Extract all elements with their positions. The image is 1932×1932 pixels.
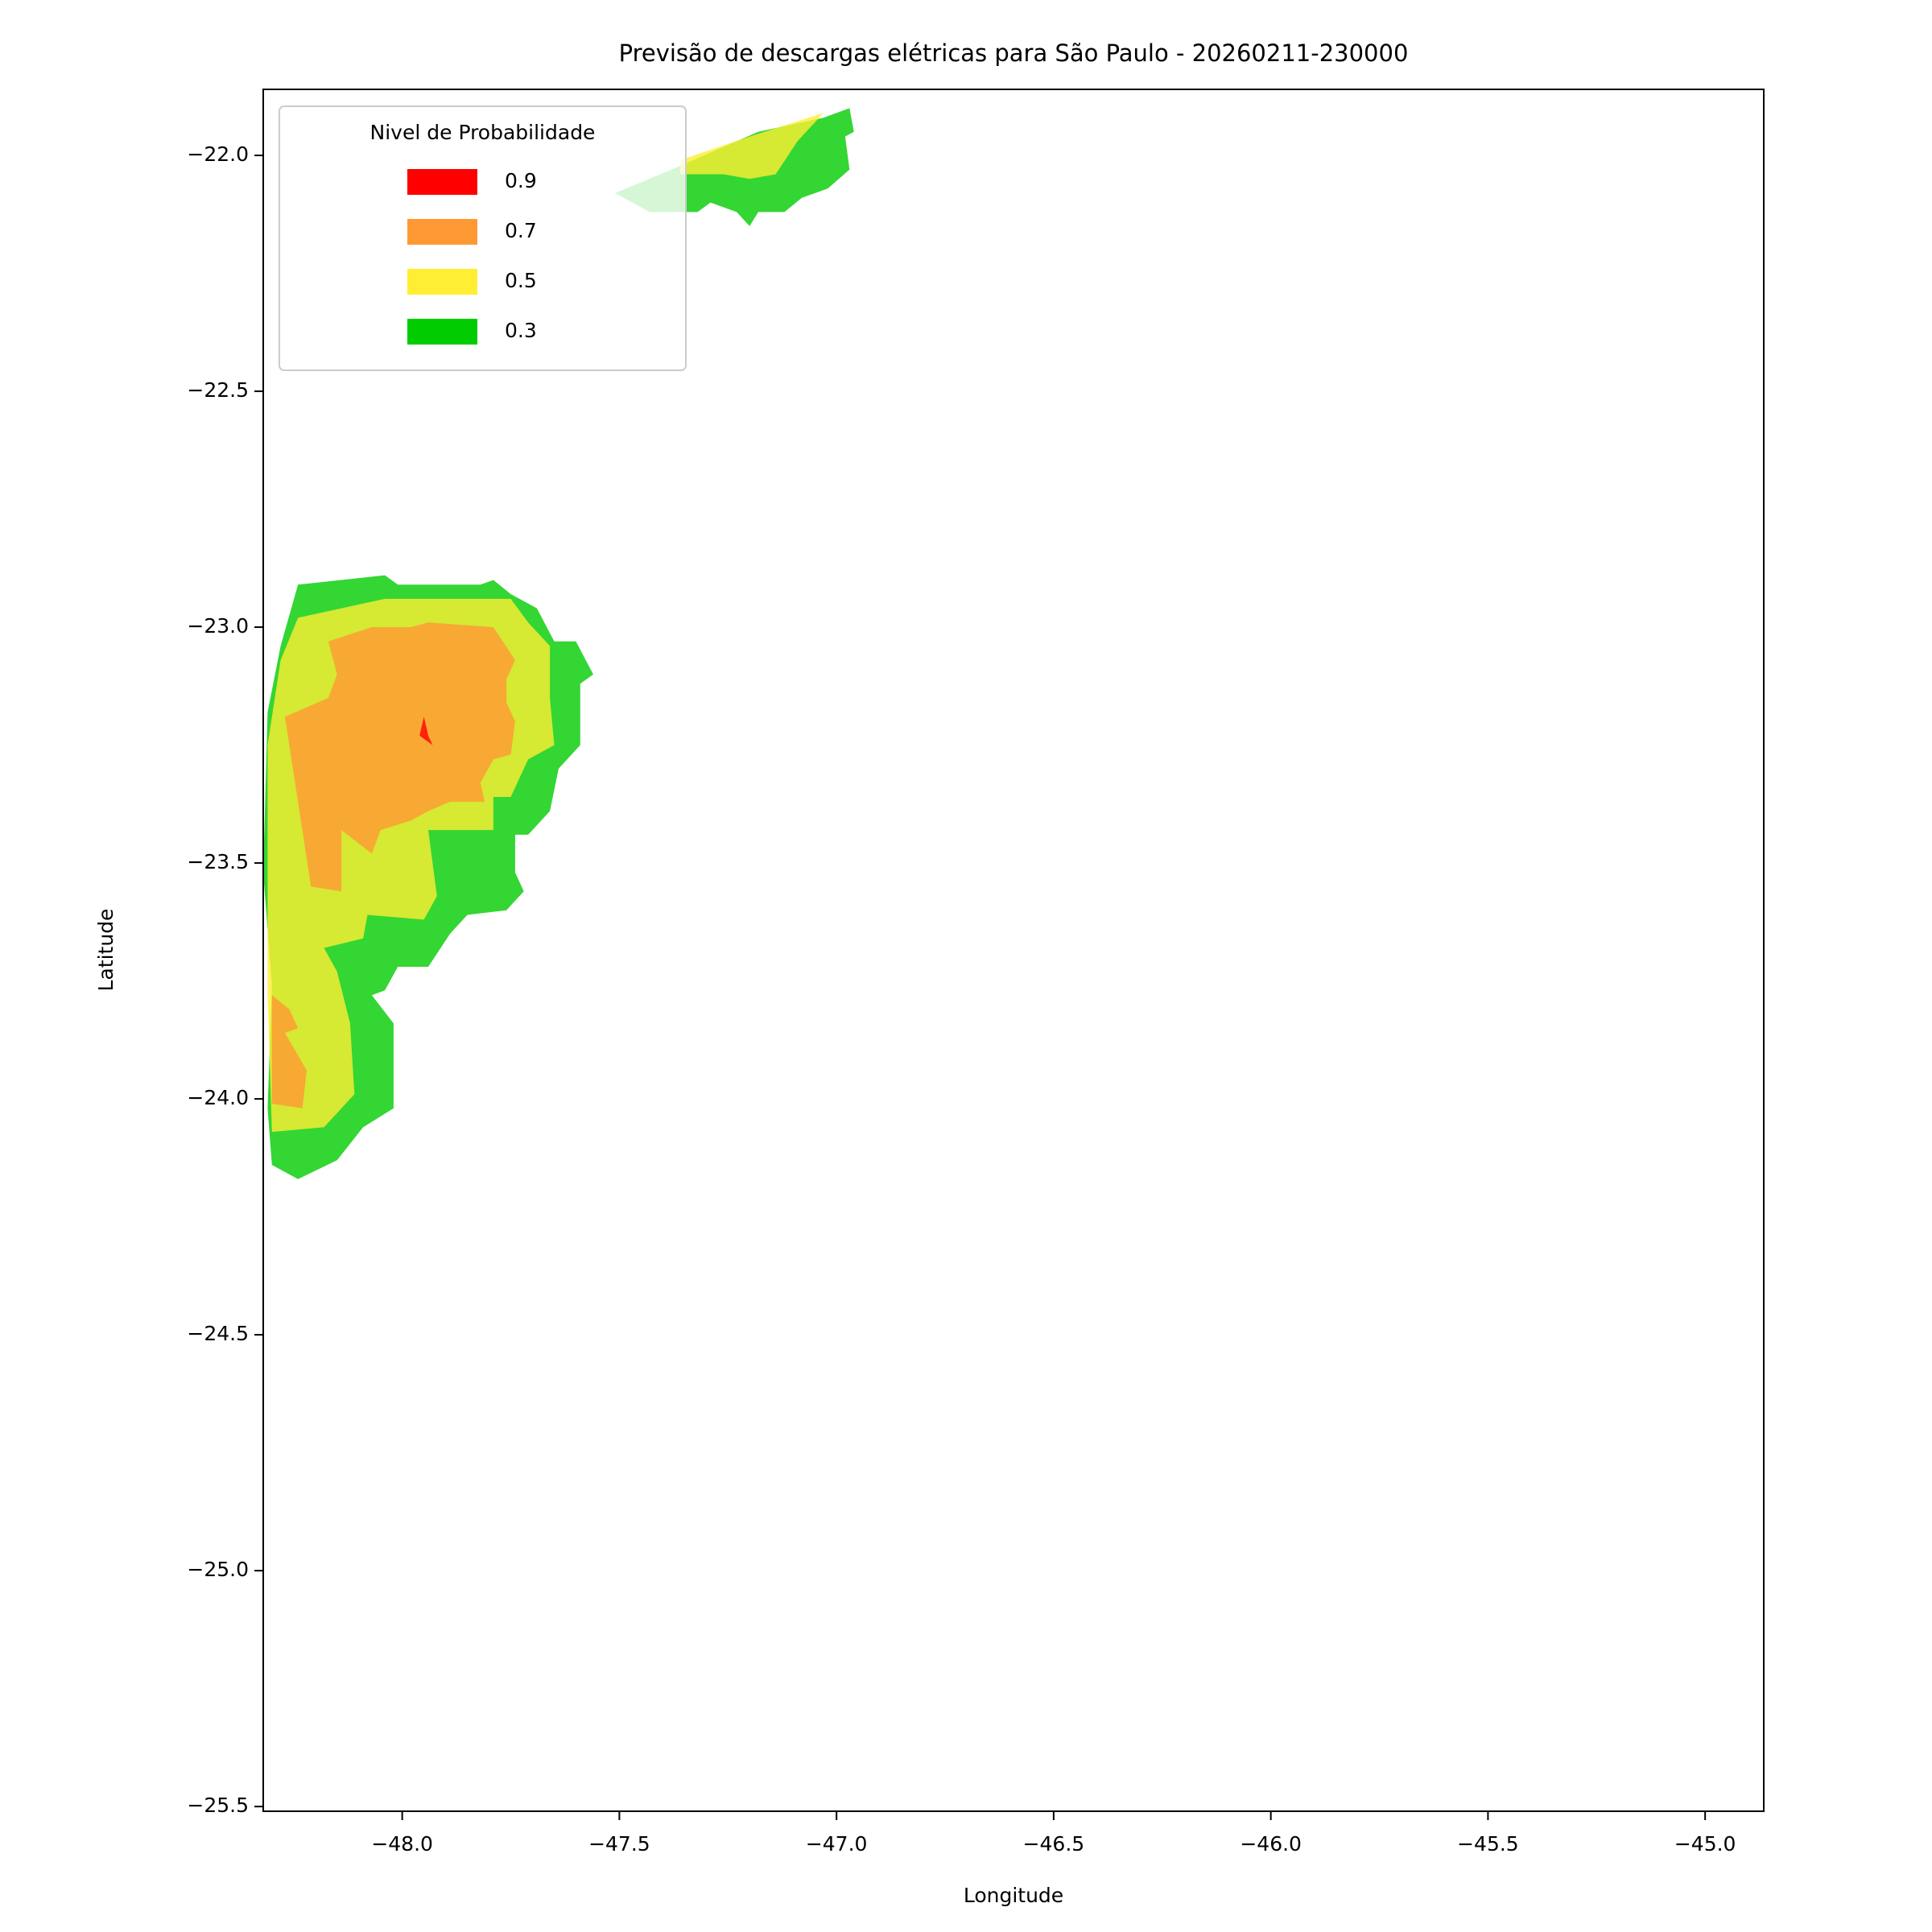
x-tick-label: −45.5 (1457, 1832, 1519, 1856)
contour-region (285, 622, 515, 892)
plot-area (263, 108, 854, 1179)
y-tick-label: −23.5 (187, 850, 249, 873)
legend-label: 0.7 (505, 219, 537, 242)
y-tick-label: −25.0 (187, 1558, 249, 1581)
x-tick-label: −47.5 (588, 1832, 650, 1856)
contour-region (679, 113, 824, 180)
y-tick-label: −22.0 (187, 142, 249, 166)
legend-title: Nivel de Probabilidade (370, 121, 596, 144)
legend-box (279, 105, 687, 371)
x-tick-label: −47.0 (806, 1832, 868, 1856)
x-tick-label: −48.0 (371, 1832, 433, 1856)
legend-swatch (407, 169, 477, 195)
y-axis-label: Latitude (94, 909, 118, 992)
y-tick-label: −24.5 (187, 1322, 249, 1345)
legend-swatch (407, 219, 477, 245)
y-tick-label: −24.0 (187, 1086, 249, 1109)
legend-label: 0.9 (505, 169, 537, 192)
x-axis-label: Longitude (964, 1884, 1063, 1907)
y-tick-label: −23.0 (187, 614, 249, 638)
contour-region (271, 995, 307, 1108)
y-tick-label: −25.5 (187, 1794, 249, 1817)
axes-frame (262, 89, 1765, 1812)
x-tick-label: −46.5 (1023, 1832, 1085, 1856)
legend-label: 0.3 (505, 319, 537, 342)
legend-label: 0.5 (505, 269, 537, 292)
legend-swatch (407, 319, 477, 345)
chart-title: Previsão de descargas elétricas para São… (619, 39, 1409, 67)
legend: Nivel de Probabilidade 0.9 0.7 0.5 0.3 (279, 105, 687, 371)
legend-swatch (407, 269, 477, 295)
x-tick-label: −45.0 (1674, 1832, 1736, 1856)
contour-region (419, 716, 433, 745)
y-tick-label: −22.5 (187, 378, 249, 402)
x-tick-label: −46.0 (1240, 1832, 1302, 1856)
